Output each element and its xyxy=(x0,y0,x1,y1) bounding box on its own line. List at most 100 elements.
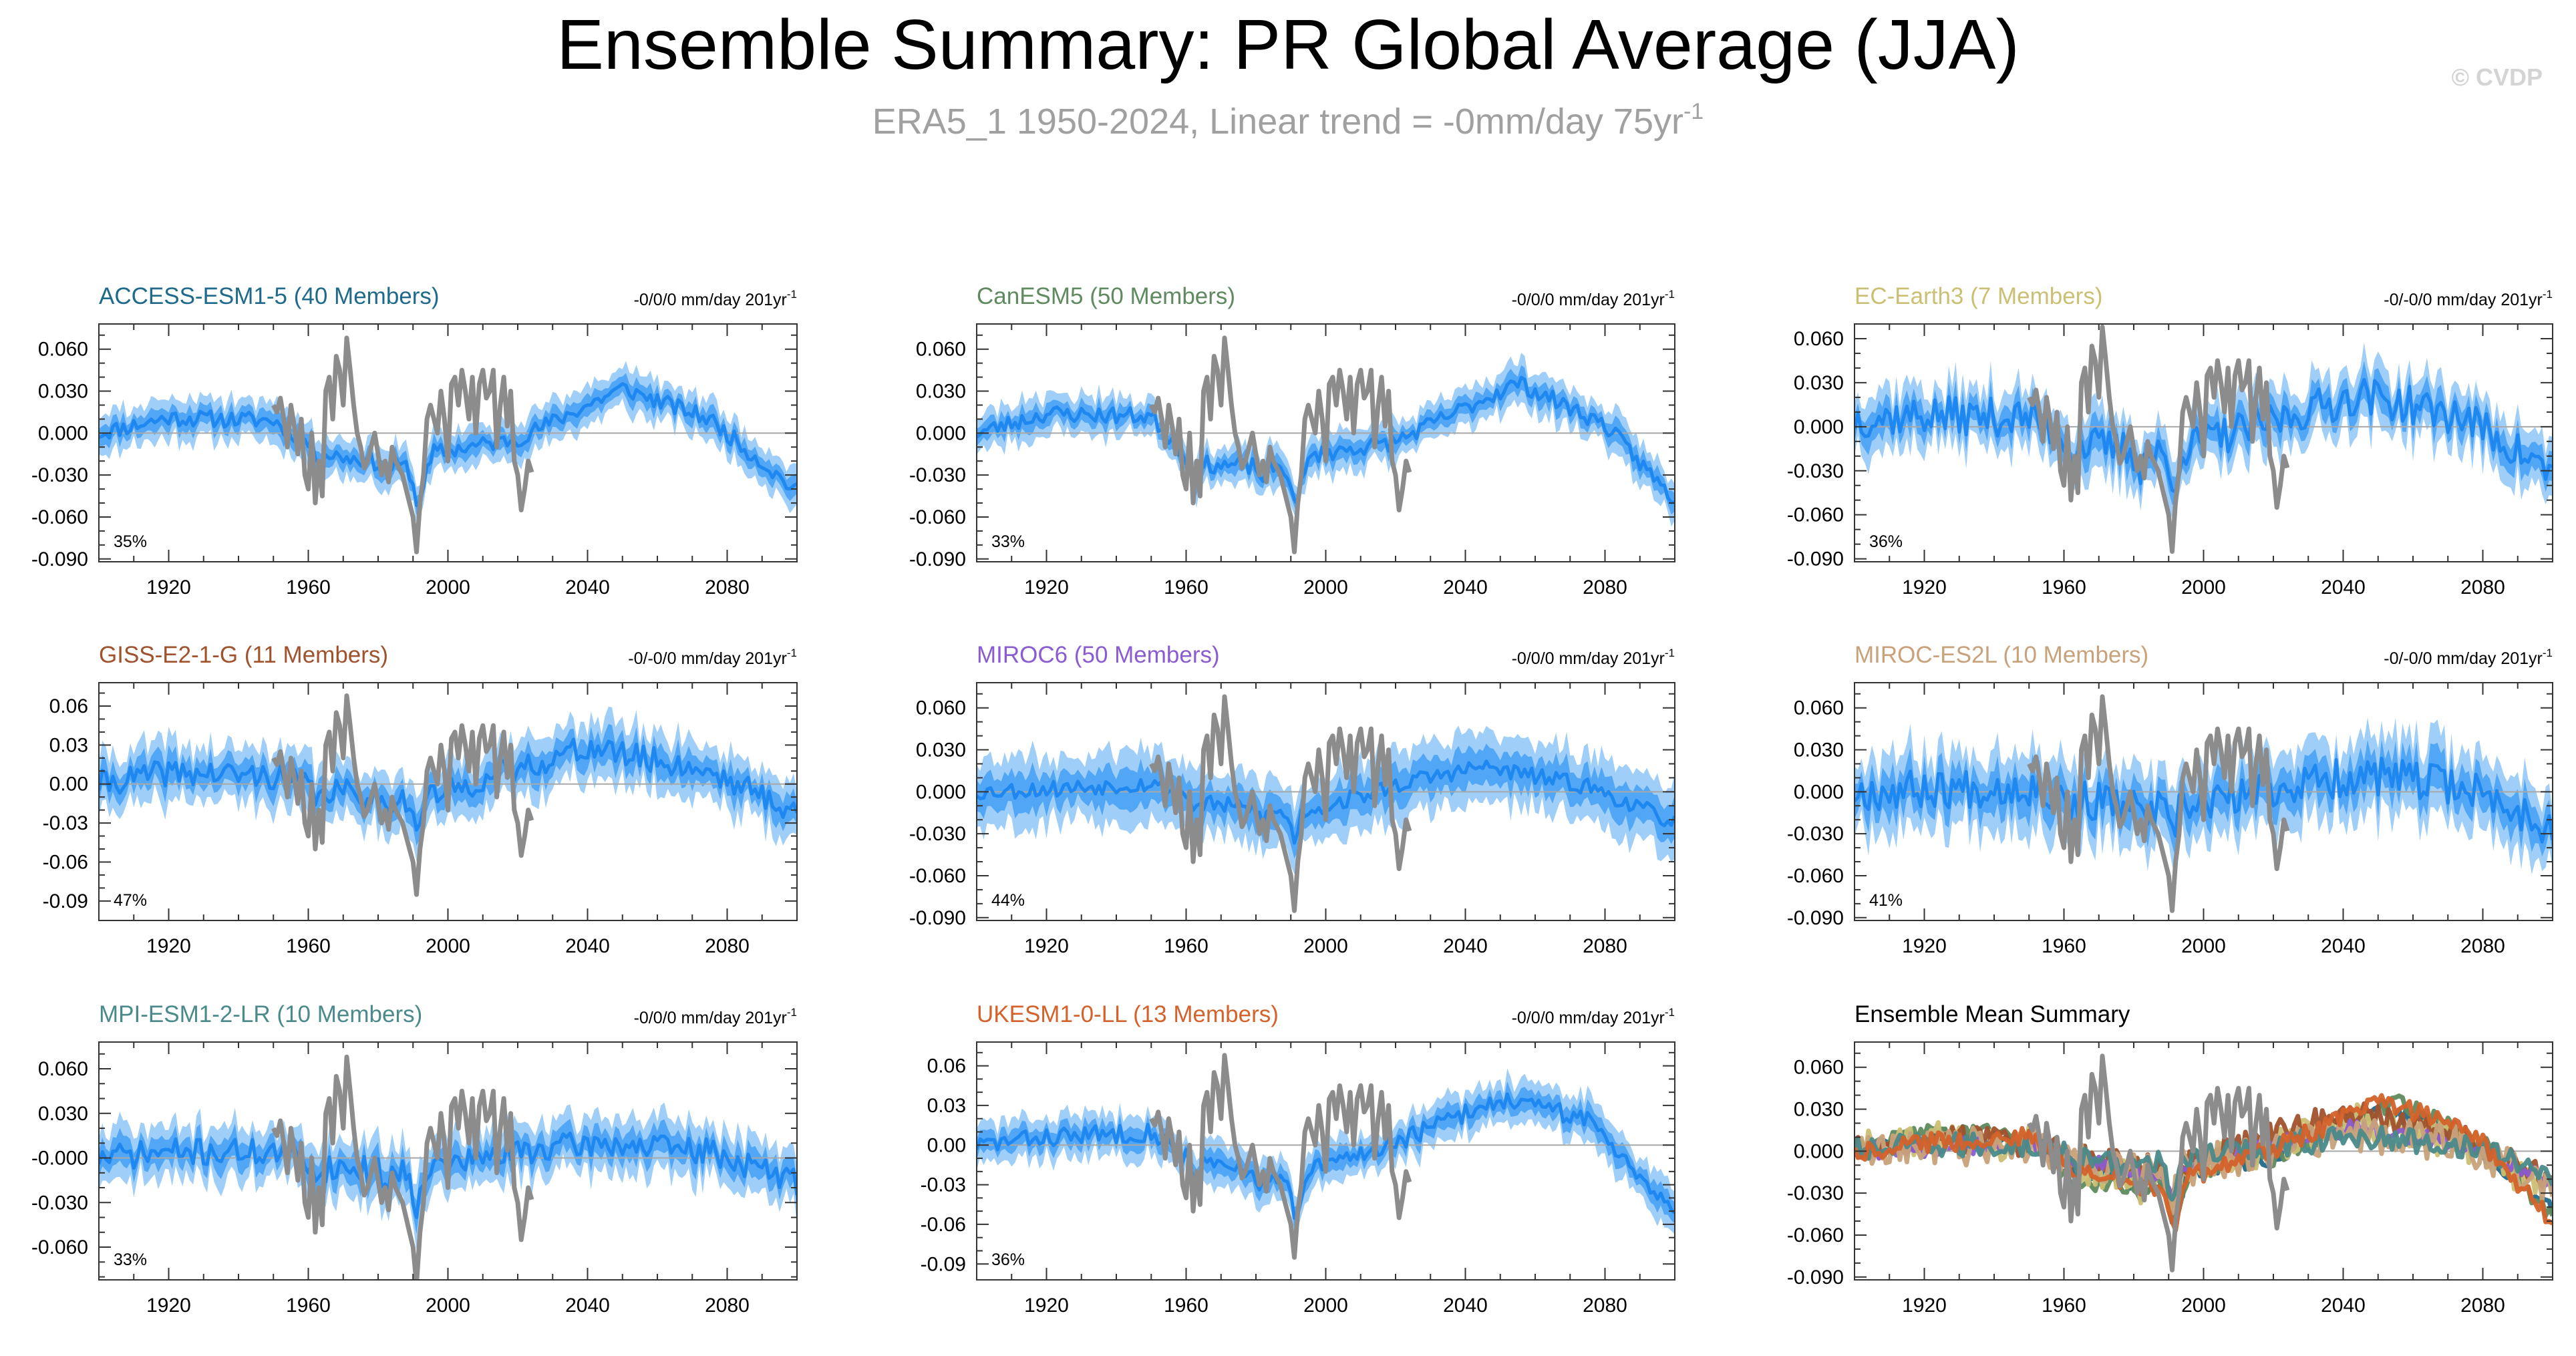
plot-area xyxy=(977,1053,1675,1260)
x-tick-label: 1920 xyxy=(146,1295,191,1317)
y-tick-label: -0.030 xyxy=(1787,460,1844,482)
x-tick-label: 2000 xyxy=(426,1295,470,1317)
figure-subtitle: ERA5_1 1950-2024, Linear trend = -0mm/da… xyxy=(872,99,1704,142)
x-tick-label: 2000 xyxy=(2181,576,2226,599)
y-tick-label: 0.060 xyxy=(38,339,88,361)
x-tick-label: 2040 xyxy=(2321,1295,2366,1317)
x-tick-label: 2080 xyxy=(705,1295,750,1317)
plot-area xyxy=(1855,1053,2553,1273)
y-tick-label: 0.030 xyxy=(38,1103,88,1125)
y-tick-label: -0.09 xyxy=(43,890,88,912)
y-tick-label: 0.000 xyxy=(38,422,88,444)
trend-label-text: -0/0/0 mm/day 201yr xyxy=(1512,1009,1665,1027)
x-tick-label: 1960 xyxy=(286,576,331,599)
panel-canesm5: 1920 1960 2000 2040 2080 0.060 0.030 0.000 -0.03… xyxy=(909,283,1675,599)
trend-label-text: -0/0/0 mm/day 201yr xyxy=(1512,291,1665,309)
y-tick-label: -0.090 xyxy=(909,548,966,570)
plot-area xyxy=(977,335,1675,554)
y-tick-label: 0.060 xyxy=(1794,697,1844,719)
panel-title: ACCESS-ESM1-5 (40 Members) xyxy=(99,283,440,309)
observations-line xyxy=(2027,1053,2290,1273)
panel-ec-earth3: 1920 1960 2000 2040 2080 0.060 0.030 0.000 -0.03… xyxy=(1787,283,2553,599)
trend-label-superscript: -1 xyxy=(1665,288,1675,301)
trend-label-superscript: -1 xyxy=(2543,288,2553,301)
figure-title: Ensemble Summary: PR Global Average (JJA… xyxy=(556,5,2020,84)
observations-line xyxy=(1149,335,1412,554)
y-tick-label: 0.00 xyxy=(927,1134,966,1156)
axis-ticks xyxy=(98,324,798,562)
x-tick-label: 2000 xyxy=(2181,935,2226,957)
trend-label-text: -0/0/0 mm/day 201yr xyxy=(1512,649,1665,668)
y-tick-label: 0.03 xyxy=(927,1095,966,1117)
plot-area xyxy=(1855,324,2553,554)
x-tick-label: 1960 xyxy=(1164,935,1209,957)
x-tick-label: 2000 xyxy=(426,576,470,599)
x-tick-label: 2080 xyxy=(2460,1295,2505,1317)
y-tick-label: 0.000 xyxy=(1794,781,1844,803)
panel-miroc6: 1920 1960 2000 2040 2080 0.060 0.030 0.000 -0.03… xyxy=(909,642,1675,957)
axis-ticks xyxy=(1854,323,2553,562)
x-tick-label: 2040 xyxy=(565,1295,610,1317)
trend-label: -0/-0/0 mm/day 201yr-1 xyxy=(628,647,797,668)
trend-label-superscript: -1 xyxy=(787,288,797,301)
x-tick-label: 2040 xyxy=(565,576,610,599)
y-tick-label: 0.000 xyxy=(1794,416,1844,438)
x-tick-label: 1960 xyxy=(2042,1295,2086,1317)
panel-ukesm1-0-ll: 1920 1960 2000 2040 2080 0.06 0.03 0.00 -0.03 -0.… xyxy=(921,1001,1675,1317)
percent-label: 44% xyxy=(991,891,1025,910)
y-tick-label: 0.060 xyxy=(38,1058,88,1080)
trend-label: -0/-0/0 mm/day 201yr-1 xyxy=(2384,647,2553,668)
x-tick-label: 1920 xyxy=(1902,1295,1947,1317)
x-tick-label: 1960 xyxy=(2042,935,2086,957)
y-tick-label: -0.060 xyxy=(1787,1224,1844,1246)
y-tick-label: -0.06 xyxy=(921,1214,966,1236)
axis-ticks xyxy=(976,1042,1675,1280)
x-tick-label: 2040 xyxy=(1443,1295,1488,1317)
trend-label-text: -0/-0/0 mm/day 201yr xyxy=(2384,291,2543,309)
x-tick-label: 2000 xyxy=(1303,576,1348,599)
percent-label: 36% xyxy=(991,1250,1025,1269)
panel-access-esm1-5: 1920 1960 2000 2040 2080 0.060 0.030 0.000 -0.03… xyxy=(31,283,798,599)
x-tick-label: 2080 xyxy=(1583,576,1627,599)
plot-area xyxy=(977,694,1675,913)
percent-label: 36% xyxy=(1869,532,1903,551)
axis-ticks xyxy=(976,683,1675,920)
trend-label: -0/0/0 mm/day 201yr-1 xyxy=(634,288,797,309)
figure-subtitle-text: ERA5_1 1950-2024, Linear trend = -0mm/da… xyxy=(872,102,1683,142)
x-tick-label: 2040 xyxy=(1443,576,1488,599)
x-tick-label: 2000 xyxy=(1303,935,1348,957)
y-tick-label: -0.000 xyxy=(31,1148,88,1170)
panel-title: MIROC-ES2L (10 Members) xyxy=(1855,642,2148,668)
y-tick-label: -0.060 xyxy=(909,506,966,528)
x-tick-label: 2080 xyxy=(1583,935,1627,957)
panel-miroc-es2l: 1920 1960 2000 2040 2080 0.060 0.030 0.000 -0.03… xyxy=(1787,642,2553,957)
y-tick-label: -0.030 xyxy=(31,464,88,486)
percent-label: 47% xyxy=(114,891,147,910)
observations-line xyxy=(271,335,534,554)
trend-label: -0/0/0 mm/day 201yr-1 xyxy=(1512,1006,1675,1027)
y-tick-label: 0.060 xyxy=(1794,1057,1844,1079)
x-tick-label: 2080 xyxy=(705,935,750,957)
y-tick-label: -0.090 xyxy=(31,548,88,570)
y-tick-label: 0.030 xyxy=(1794,372,1844,394)
x-tick-label: 1920 xyxy=(1024,1295,1069,1317)
x-tick-label: 1920 xyxy=(1902,576,1947,599)
trend-label: -0/0/0 mm/day 201yr-1 xyxy=(1512,647,1675,668)
x-tick-label: 1960 xyxy=(2042,576,2086,599)
trend-label-superscript: -1 xyxy=(1665,647,1675,659)
x-tick-label: 1960 xyxy=(286,1295,331,1317)
axis-ticks xyxy=(1854,1042,2553,1280)
x-tick-label: 2040 xyxy=(565,935,610,957)
plot-area xyxy=(99,335,797,554)
trend-label-text: -0/-0/0 mm/day 201yr xyxy=(628,649,787,668)
panel-title: EC-Earth3 (7 Members) xyxy=(1855,283,2102,309)
observations-line xyxy=(271,1054,534,1280)
trend-label-text: -0/0/0 mm/day 201yr xyxy=(634,291,787,309)
x-tick-label: 2040 xyxy=(1443,935,1488,957)
x-tick-label: 2040 xyxy=(2321,935,2366,957)
x-tick-label: 1960 xyxy=(1164,576,1209,599)
percent-label: 33% xyxy=(991,532,1025,551)
y-tick-label: 0.060 xyxy=(1794,328,1844,350)
y-tick-label: -0.030 xyxy=(31,1192,88,1214)
plot-area xyxy=(1855,694,2553,913)
